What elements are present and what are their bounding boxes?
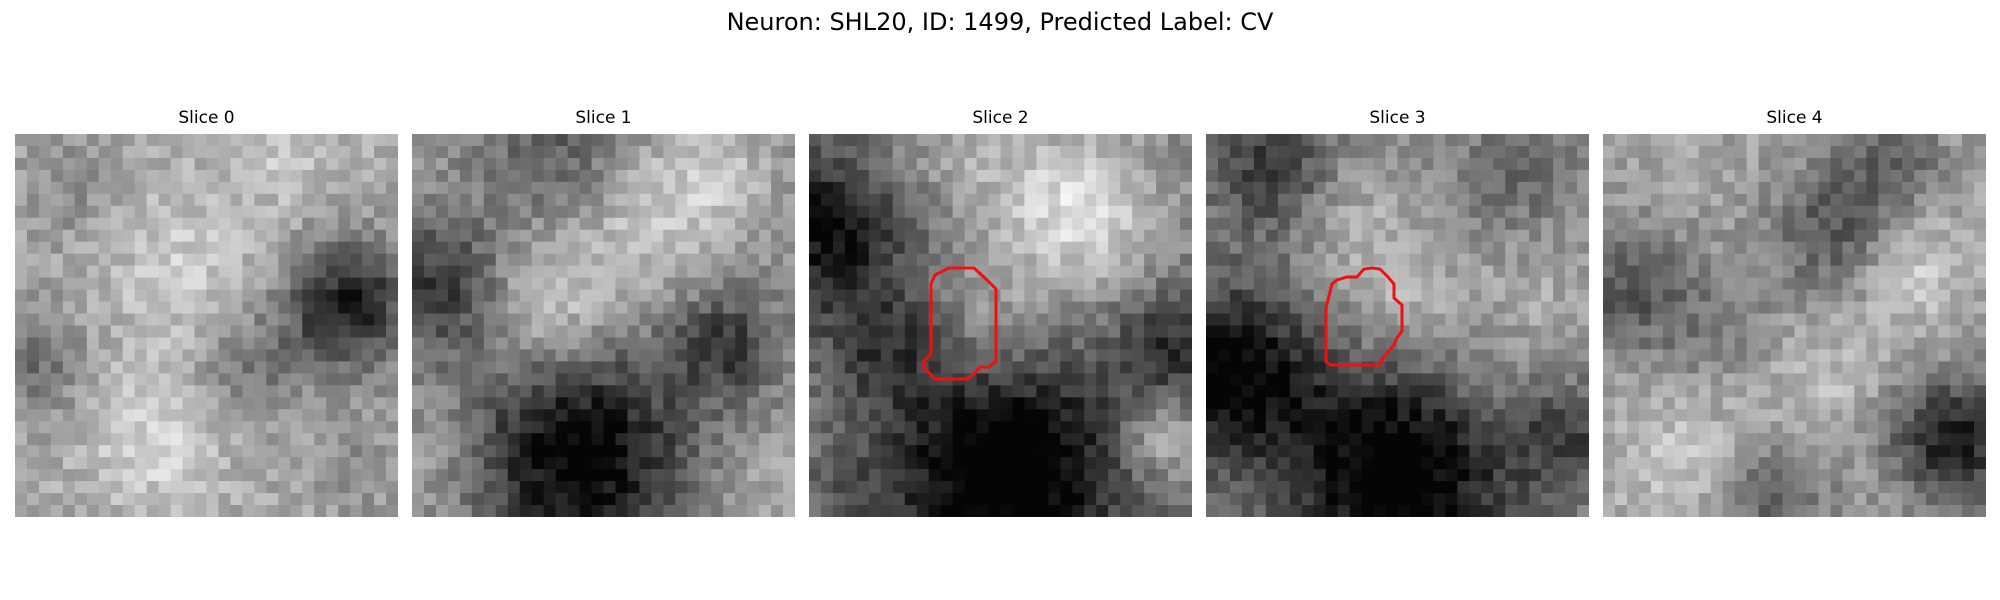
slice-0-pixels [15, 134, 398, 517]
slice-3-image [1206, 134, 1589, 517]
slice-1-title: Slice 1 [575, 108, 632, 128]
slice-4-title: Slice 4 [1766, 108, 1823, 128]
figure-title: Neuron: SHL20, ID: 1499, Predicted Label… [726, 8, 1274, 36]
slice-2-pixels [809, 134, 1192, 517]
slice-0-title: Slice 0 [178, 108, 235, 128]
roi-outline-slice-2 [922, 266, 998, 381]
slice-2-title: Slice 2 [972, 108, 1029, 128]
slice-4-image [1603, 134, 1986, 517]
slice-1-pixels [412, 134, 795, 517]
slice-1-image [412, 134, 795, 517]
slice-4-pixels [1603, 134, 1986, 517]
roi-outline-slice-3 [1324, 266, 1404, 367]
slice-2-image [809, 134, 1192, 517]
slice-3-title: Slice 3 [1369, 108, 1426, 128]
slice-0-image [15, 134, 398, 517]
slice-3-pixels [1206, 134, 1589, 517]
